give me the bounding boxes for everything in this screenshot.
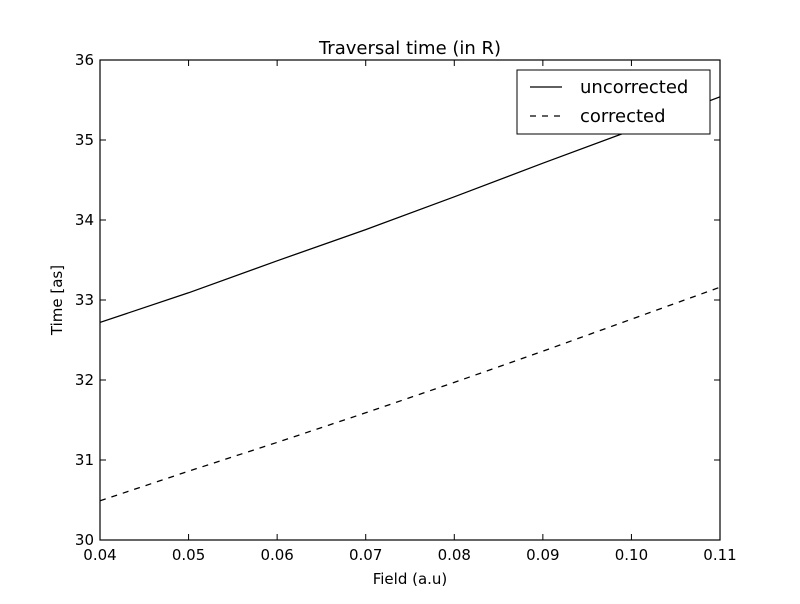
x-tick-label: 0.09 <box>526 546 559 564</box>
y-tick-label: 33 <box>75 291 94 309</box>
x-tick-label: 0.07 <box>349 546 382 564</box>
y-tick-label: 35 <box>75 131 94 149</box>
chart-title: Traversal time (in R) <box>318 38 501 59</box>
y-tick-label: 31 <box>75 451 94 469</box>
x-tick-label: 0.05 <box>172 546 205 564</box>
legend-box <box>516 69 711 135</box>
series-line-uncorrected <box>100 96 720 324</box>
y-tick-label: 32 <box>75 371 94 389</box>
legend: uncorrected corrected <box>516 69 711 135</box>
plot-layer <box>100 96 720 502</box>
x-axis-label: Field (a.u) <box>373 570 448 588</box>
series-line-corrected <box>100 286 720 502</box>
y-tick-label: 36 <box>75 51 94 69</box>
series-group <box>100 96 720 502</box>
legend-label-uncorrected: uncorrected <box>580 77 688 98</box>
x-tick-label: 0.08 <box>438 546 471 564</box>
legend-label-corrected: corrected <box>580 106 666 127</box>
x-tick-label: 0.04 <box>83 546 116 564</box>
x-tick-label: 0.11 <box>703 546 736 564</box>
x-tick-label: 0.10 <box>615 546 648 564</box>
x-tick-label: 0.06 <box>260 546 293 564</box>
y-axis-label: Time [as] <box>48 265 66 336</box>
y-tick-label: 34 <box>75 211 94 229</box>
y-tick-label: 30 <box>75 531 94 549</box>
axes-layer: 0.04 0.05 0.06 0.07 0.08 0.09 0.10 0.11 30 31 32 33… <box>75 51 737 564</box>
